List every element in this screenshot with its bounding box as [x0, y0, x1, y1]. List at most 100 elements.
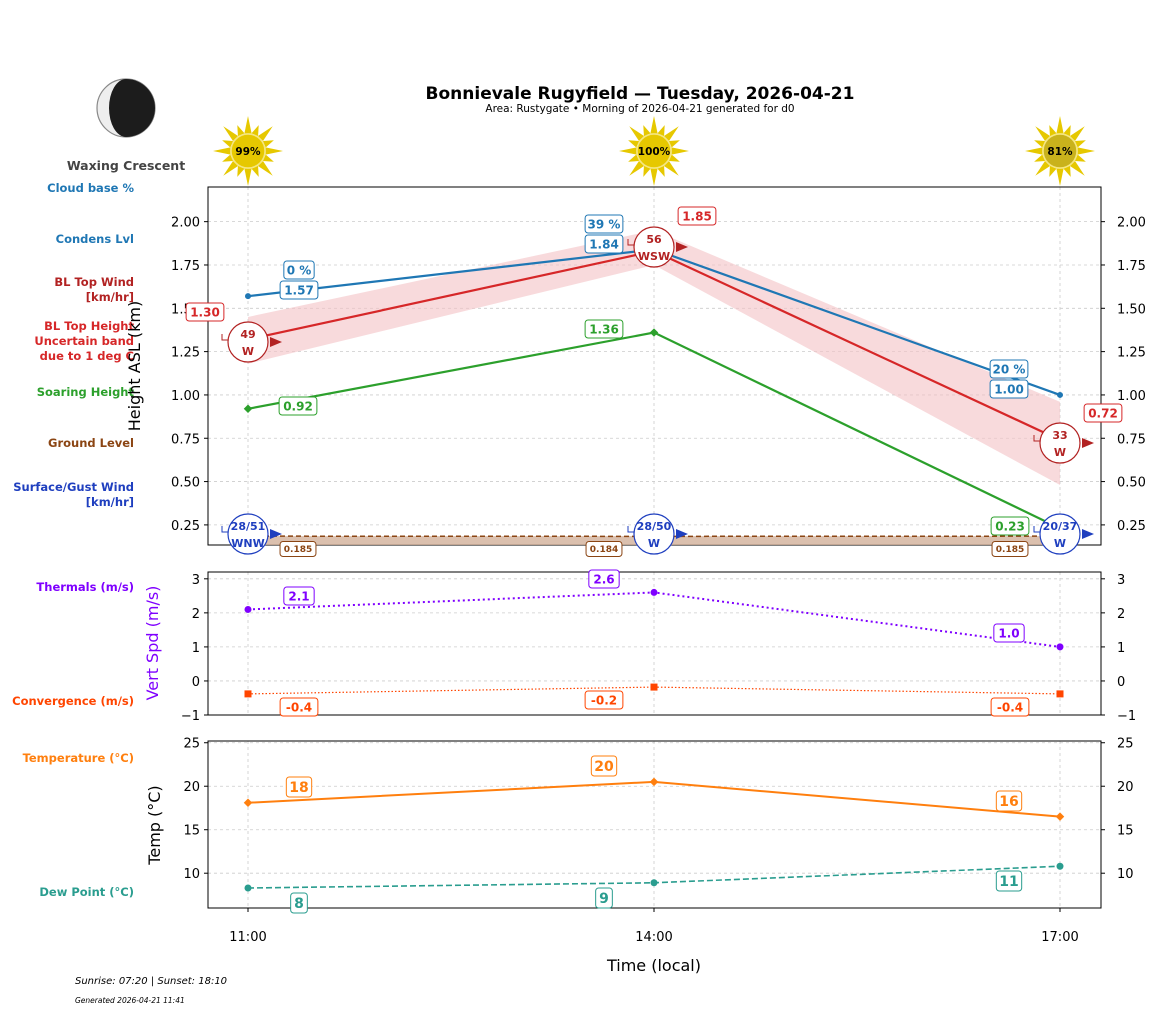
- y-tick-label: 1.25: [171, 346, 200, 361]
- convergence-label-box: [584, 690, 624, 710]
- sun-ray: [1035, 126, 1051, 142]
- y-tick-label: 0.25: [171, 519, 200, 534]
- sun-ray: [1074, 140, 1086, 148]
- sun-ray: [1069, 160, 1085, 176]
- left-label: Uncertain band: [34, 334, 134, 348]
- y-tick-label-right: 0: [1117, 675, 1125, 690]
- bl-top-wind: 49 W: [221, 321, 282, 363]
- temperature-point: [1055, 812, 1065, 821]
- ground-level-label-box: [991, 541, 1029, 557]
- dew-point-label: 8: [294, 896, 304, 912]
- wind-direction-arrow-icon: [1082, 438, 1094, 448]
- sun-ray: [244, 168, 252, 186]
- y-tick-label: 15: [183, 824, 200, 839]
- cloud-base-pct-label: 20 %: [993, 362, 1026, 376]
- sun-ray: [668, 154, 680, 162]
- temperature-label: 20: [594, 759, 614, 775]
- wind-direction: W: [1054, 537, 1066, 550]
- y-tick-label-right: 15: [1117, 824, 1134, 839]
- left-label: Convergence (m/s): [12, 694, 134, 708]
- soaring-height-label-box: [990, 516, 1030, 536]
- thermals-label: 2.6: [593, 572, 614, 586]
- y-tick-label: 1.00: [171, 389, 200, 404]
- temperature-point: [649, 777, 659, 787]
- left-label: Dew Point (°C): [39, 885, 134, 899]
- y-tick-label-right: 2.00: [1117, 216, 1146, 231]
- left-label: due to 1 deg C: [40, 349, 134, 363]
- sun-ray: [251, 165, 259, 177]
- wind-speed: 56: [646, 233, 662, 246]
- wind-speed: 33: [1052, 429, 1067, 442]
- thermals-label-box: [993, 623, 1025, 643]
- wind-direction: W: [1054, 446, 1066, 459]
- condens-level-label-box: [279, 280, 319, 300]
- plot-frame: [207, 571, 1102, 716]
- sun-ray: [237, 165, 245, 177]
- left-label: Surface/Gust Wind: [13, 480, 134, 494]
- soaring-height-label: 1.36: [589, 322, 619, 336]
- sun-ray: [663, 160, 679, 176]
- condens-level-label-box: [584, 234, 624, 254]
- wind-barb-icon: [627, 239, 634, 246]
- cloud-base-pct-label-box: [989, 359, 1029, 379]
- surface-wind: 28/51 WNW: [221, 513, 282, 555]
- wind-direction-arrow-icon: [270, 529, 282, 539]
- ground-level-label: 0.184: [590, 545, 618, 555]
- left-label: [km/hr]: [86, 495, 134, 509]
- ground-level-label: 0.185: [284, 545, 312, 555]
- y-tick-label-right: 10: [1117, 867, 1134, 882]
- sun-ray: [1069, 126, 1085, 142]
- condens-level-label: 1.00: [994, 382, 1024, 396]
- wind-direction: W: [242, 345, 254, 358]
- sun-ray: [1034, 154, 1046, 162]
- thermals-label-box: [588, 569, 620, 589]
- sun-ray: [257, 160, 273, 176]
- temperature-label-box: [995, 790, 1023, 812]
- chart-subtitle: Area: Rustygate • Morning of 2026-04-21 …: [485, 103, 794, 115]
- cloud-base-pct-label-box: [283, 260, 315, 280]
- y-tick-label: 0: [192, 675, 200, 690]
- sun-disc: [1042, 133, 1078, 169]
- sun-ray: [222, 140, 234, 148]
- sun-ray: [1049, 165, 1057, 177]
- temperature-label-box: [285, 776, 313, 798]
- soaring-height-label: 0.23: [995, 519, 1025, 533]
- thermals-label: 1.0: [998, 626, 1019, 640]
- waxing-crescent-moon-icon: [96, 78, 156, 138]
- condens-level-point: [1057, 391, 1063, 398]
- temperature-label-box: [590, 755, 618, 777]
- sun-ray: [265, 147, 283, 155]
- y-tick-label-right: 25: [1117, 737, 1134, 752]
- sun-disc: [230, 133, 266, 169]
- y-axis-label: Temp (°C): [145, 785, 164, 865]
- y-tick-label: 25: [183, 737, 200, 752]
- footer-sun-times: Sunrise: 07:20 | Sunset: 18:10: [75, 976, 227, 987]
- left-label: Soaring Height: [37, 385, 135, 399]
- bl-top-height-label: 1.85: [682, 209, 712, 223]
- wind-barb-icon: [1033, 526, 1040, 533]
- moon-phase-label: Waxing Crescent: [67, 158, 185, 173]
- thermals-point: [650, 588, 658, 596]
- wind-direction-arrow-icon: [676, 529, 688, 539]
- sun-percent: 81%: [1047, 146, 1073, 158]
- sun-ray: [262, 140, 274, 148]
- y-tick-label-right: 1.75: [1117, 259, 1146, 274]
- soaring-height-label: 0.92: [283, 399, 313, 413]
- condens-level-label-box: [989, 379, 1029, 399]
- left-label: Cloud base %: [47, 181, 134, 195]
- y-axis-label: Vert Spd (m/s): [143, 586, 162, 701]
- surface-wind: 28/50 W: [627, 513, 688, 555]
- y-tick-label-right: 1.50: [1117, 302, 1146, 317]
- sun-ray: [1063, 165, 1071, 177]
- sun-ray: [628, 140, 640, 148]
- sun-icon: 99%: [213, 116, 283, 186]
- y-tick-label-right: 1.25: [1117, 346, 1146, 361]
- soaring-height-point: [243, 404, 253, 414]
- sun-ray: [1074, 154, 1086, 162]
- y-tick-label: 20: [183, 780, 200, 795]
- wind-direction-arrow-icon: [270, 337, 282, 347]
- sun-ray: [1056, 116, 1064, 134]
- soaring-height-point: [649, 328, 659, 337]
- sun-ray: [1063, 125, 1071, 137]
